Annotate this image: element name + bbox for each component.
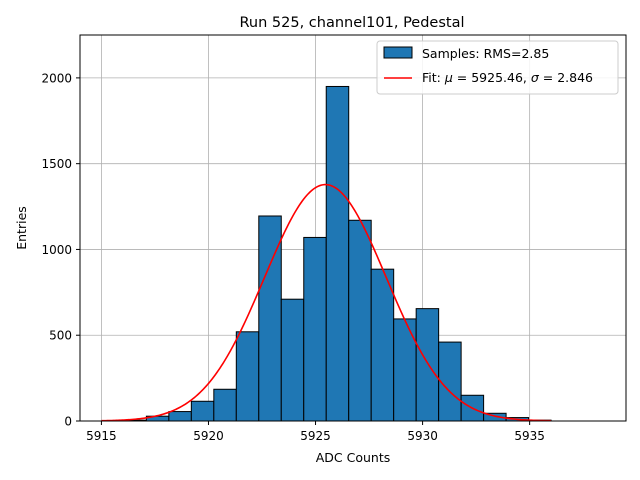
legend-swatch-samples xyxy=(383,46,413,59)
histogram-bar xyxy=(190,400,215,422)
histogram-bar xyxy=(438,341,462,422)
y-tick-label: 2000 xyxy=(41,71,72,85)
histogram-bar xyxy=(415,308,440,422)
x-tick-label: 5915 xyxy=(86,429,117,443)
histogram-bars xyxy=(123,85,552,422)
legend: Samples: RMS=2.85 Fit: μ = 5925.46, σ = … xyxy=(376,40,619,95)
histogram-bar xyxy=(348,219,372,422)
y-axis-label: Entries xyxy=(14,206,29,250)
legend-box xyxy=(376,40,619,95)
histogram-bar xyxy=(168,411,192,422)
x-tick-label: 5930 xyxy=(407,429,438,443)
y-tick-label: 0 xyxy=(64,415,72,429)
x-tick-label: 5935 xyxy=(514,429,545,443)
histogram-bar xyxy=(370,268,395,422)
y-tick-label: 500 xyxy=(49,329,72,343)
chart-title: Run 525, channel101, Pedestal xyxy=(239,15,464,31)
histogram-bar xyxy=(235,331,260,422)
histogram-bar xyxy=(303,236,327,422)
x-axis-ticks: 5915 5920 5925 5930 5935 xyxy=(86,421,545,443)
histogram-bar xyxy=(325,85,350,422)
y-axis-ticks: 0 500 1000 1500 2000 xyxy=(41,71,80,429)
y-tick-label: 1500 xyxy=(41,157,72,171)
plot-frame xyxy=(79,34,627,422)
legend-label-fit: Fit: μ = 5925.46, σ = 2.846 xyxy=(422,70,593,85)
x-tick-label: 5920 xyxy=(193,429,224,443)
histogram-bar xyxy=(280,298,305,422)
legend-label-samples: Samples: RMS=2.85 xyxy=(422,46,549,61)
histogram-bar xyxy=(393,318,417,422)
x-tick-label: 5925 xyxy=(300,429,331,443)
fit-curve xyxy=(101,183,552,422)
x-axis-label: ADC Counts xyxy=(316,450,391,465)
histogram-bar xyxy=(213,388,237,422)
y-tick-label: 1000 xyxy=(41,243,72,257)
